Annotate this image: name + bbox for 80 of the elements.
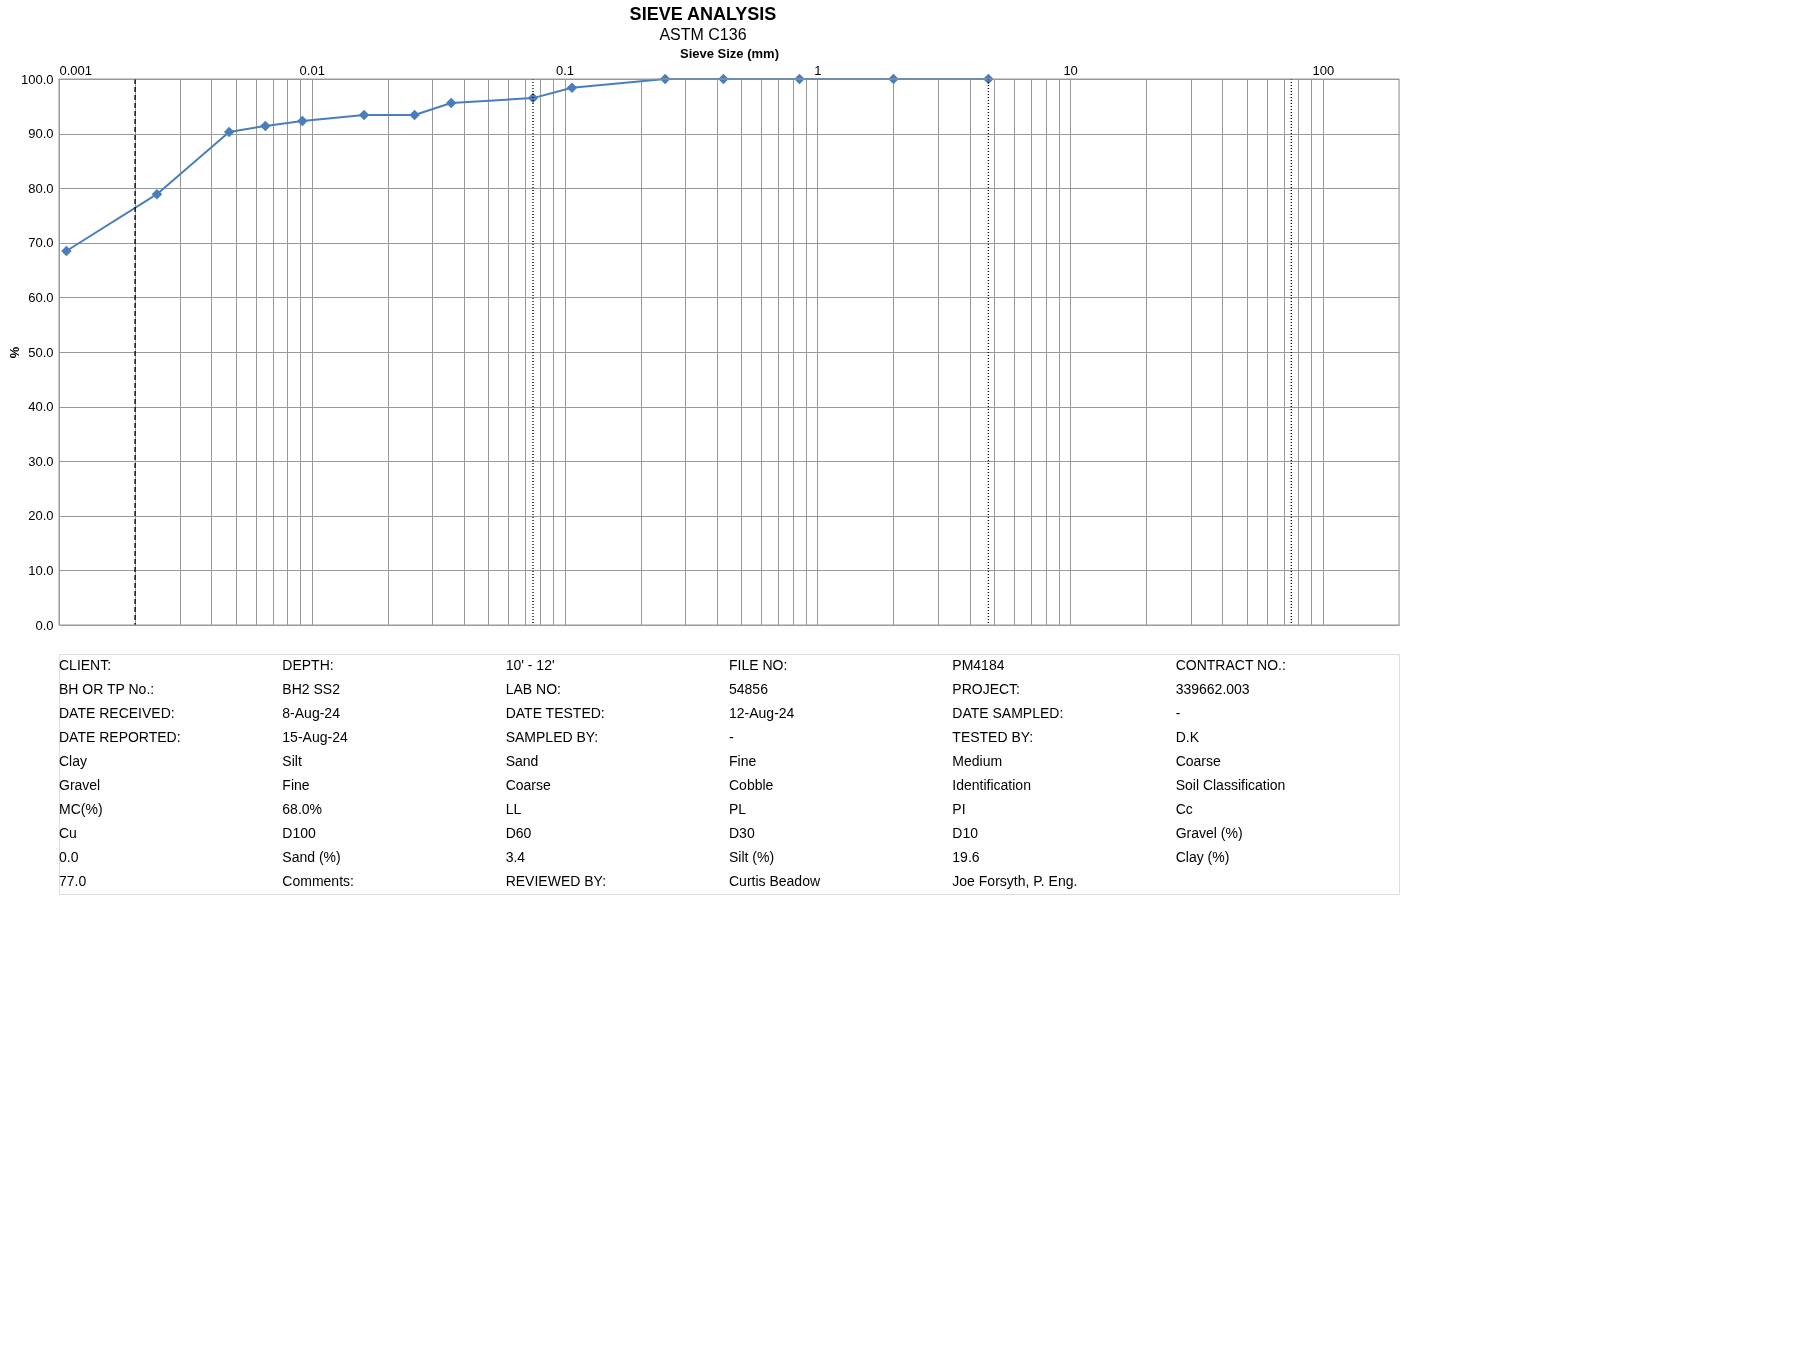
text: D.K (1175, 729, 1200, 745)
text: FILE NO: (729, 657, 788, 673)
text: BH OR TP No.: (59, 681, 155, 697)
text: PL (729, 801, 747, 817)
text: MC(%) (59, 801, 103, 817)
text: D30 (729, 825, 755, 841)
text: Soil Classification (1175, 777, 1286, 793)
text: D60 (505, 825, 532, 841)
text: 12-Aug-24 (729, 705, 795, 721)
chart-title: SIEVE ANALYSIS (629, 3, 777, 24)
x-tick-label: 1 (814, 62, 822, 78)
text: REVIEWED BY: (505, 873, 607, 889)
y-tick-label: 50.0 (28, 344, 54, 360)
text: LAB NO: (505, 681, 561, 697)
text: Cobble (729, 777, 774, 793)
text: Identification (952, 777, 1031, 793)
text: Silt (%) (729, 849, 775, 865)
y-tick-label: 10.0 (28, 562, 54, 578)
text: Coarse (1175, 753, 1222, 769)
text: Coarse (505, 777, 552, 793)
y-tick-label: 40.0 (28, 399, 54, 415)
text: 68.0% (282, 801, 323, 817)
text: Gravel (%) (1175, 825, 1243, 841)
y-tick-label: 20.0 (28, 508, 54, 524)
text: DEPTH: (282, 657, 334, 673)
y-tick-label: 0.0 (35, 617, 54, 633)
text: D100 (282, 825, 317, 841)
text: CLIENT: (59, 657, 112, 673)
text: Clay (59, 753, 88, 769)
text: 0.0 (59, 849, 79, 865)
text: Cc (1175, 801, 1193, 817)
text: Joe Forsyth, P. Eng. (952, 873, 1078, 889)
text: PM4184 (952, 657, 1005, 673)
chart-subtitle: ASTM C136 (659, 25, 747, 43)
text: DATE RECEIVED: (59, 705, 175, 721)
y-tick-label: 90.0 (28, 126, 54, 142)
text: 19.6 (952, 849, 980, 865)
y-tick-label: 30.0 (28, 453, 54, 469)
text: Sand (505, 753, 539, 769)
text: Comments: (282, 873, 354, 889)
y-axis-title: % (6, 346, 22, 359)
x-tick-label: 10 (1063, 62, 1078, 78)
text: Cu (59, 825, 77, 841)
x-tick-label: 0.001 (59, 62, 93, 78)
text: 8-Aug-24 (282, 705, 341, 721)
text: DATE REPORTED: (59, 729, 181, 745)
x-axis-title: Sieve Size (mm) (680, 45, 779, 61)
x-tick-label: 0.1 (556, 62, 575, 78)
text: DATE SAMPLED: (952, 705, 1064, 721)
text: SAMPLED BY: (505, 729, 599, 745)
text: PI (952, 801, 966, 817)
text: DATE TESTED: (505, 705, 605, 721)
text: 3.4 (505, 849, 526, 865)
text: 339662.003 (1175, 681, 1250, 697)
y-tick-label: 100.0 (20, 71, 54, 87)
text: LL (505, 801, 522, 817)
x-tick-label: 100 (1312, 62, 1335, 78)
text: Sand (%) (282, 849, 341, 865)
text: Curtis Beadow (729, 873, 821, 889)
text: Fine (729, 753, 757, 769)
text: D10 (952, 825, 979, 841)
x-tick-label: 0.01 (299, 62, 325, 78)
text: BH2 SS2 (282, 681, 341, 697)
text: 10' - 12' (505, 657, 555, 673)
text: - (729, 729, 734, 745)
text: TESTED BY: (952, 729, 1034, 745)
text: 15-Aug-24 (282, 729, 348, 745)
text: Medium (952, 753, 1003, 769)
text: PROJECT: (952, 681, 1021, 697)
y-tick-label: 70.0 (28, 235, 54, 251)
text: 77.0 (59, 873, 87, 889)
text: Gravel (59, 777, 101, 793)
text: CONTRACT NO.: (1175, 657, 1286, 673)
text: Clay (%) (1175, 849, 1230, 865)
y-tick-label: 80.0 (28, 180, 54, 196)
y-tick-label: 60.0 (28, 289, 54, 305)
text: Fine (282, 777, 310, 793)
text: - (1175, 705, 1181, 721)
text: 54856 (729, 681, 769, 697)
text: Silt (282, 753, 302, 769)
